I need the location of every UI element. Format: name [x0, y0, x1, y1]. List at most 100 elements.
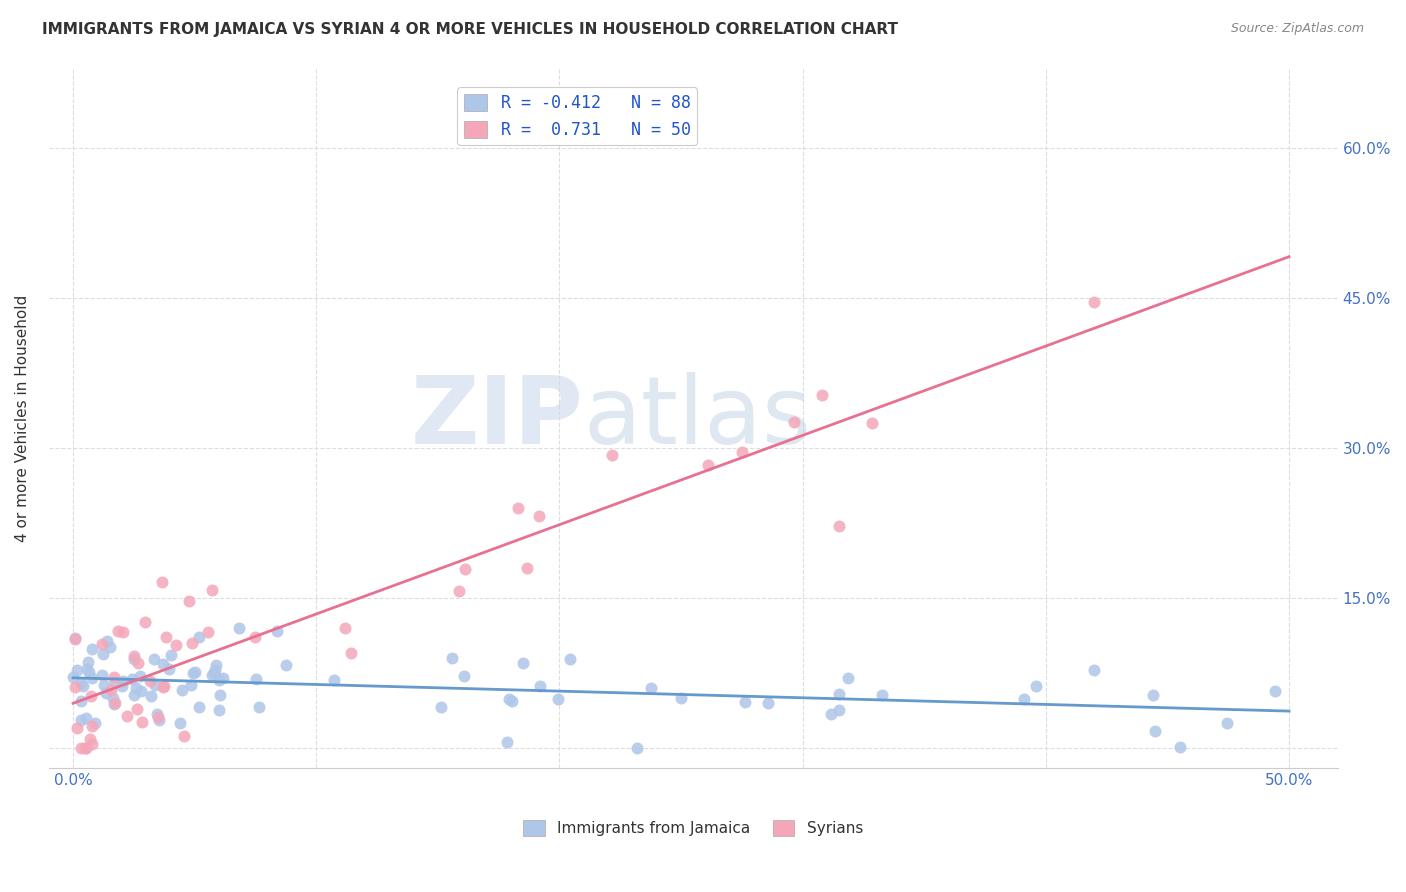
Point	[82, 719, 104, 733]
Point	[62, 670, 84, 684]
Point	[828, 518, 851, 533]
Point	[152, 680, 174, 694]
Point	[600, 448, 623, 462]
Point	[169, 715, 191, 730]
Point	[274, 658, 297, 673]
Point	[141, 689, 163, 703]
Point	[124, 652, 146, 666]
Point	[75, 740, 97, 755]
Point	[1142, 688, 1164, 702]
Point	[101, 690, 124, 705]
Point	[180, 678, 202, 692]
Point	[626, 740, 648, 755]
Point	[512, 656, 534, 670]
Point	[247, 700, 270, 714]
Point	[820, 707, 842, 722]
Point	[104, 697, 127, 711]
Point	[201, 582, 224, 597]
Point	[122, 688, 145, 702]
Point	[103, 698, 125, 712]
Point	[76, 662, 98, 676]
Point	[91, 636, 114, 650]
Point	[80, 671, 103, 685]
Point	[107, 624, 129, 639]
Y-axis label: 4 or more Vehicles in Household: 4 or more Vehicles in Household	[15, 294, 30, 541]
Point	[1083, 663, 1105, 677]
Point	[243, 630, 266, 644]
Point	[70, 713, 93, 727]
Point	[177, 594, 200, 608]
Point	[440, 651, 463, 665]
Point	[1143, 724, 1166, 739]
Point	[155, 630, 177, 644]
Point	[181, 665, 204, 680]
Point	[340, 646, 363, 660]
Point	[453, 668, 475, 682]
Point	[180, 635, 202, 649]
Text: ZIP: ZIP	[411, 372, 583, 464]
Point	[266, 624, 288, 638]
Point	[207, 673, 229, 687]
Point	[73, 740, 96, 755]
Point	[183, 665, 205, 679]
Point	[496, 735, 519, 749]
Point	[208, 688, 231, 702]
Point	[125, 701, 148, 715]
Point	[783, 416, 806, 430]
Point	[810, 388, 832, 402]
Point	[228, 621, 250, 635]
Point	[83, 716, 105, 731]
Point	[165, 638, 187, 652]
Point	[828, 687, 851, 701]
Point	[146, 707, 169, 722]
Point	[1215, 716, 1237, 731]
Point	[1012, 692, 1035, 706]
Point	[70, 694, 93, 708]
Point	[734, 695, 756, 709]
Point	[152, 575, 174, 590]
Point	[730, 445, 752, 459]
Point	[125, 681, 148, 696]
Point	[143, 678, 166, 692]
Point	[146, 709, 169, 723]
Point	[173, 729, 195, 743]
Point	[153, 679, 176, 693]
Point	[77, 655, 100, 669]
Point	[82, 737, 104, 751]
Point	[72, 679, 94, 693]
Point	[501, 693, 523, 707]
Point	[70, 676, 93, 690]
Point	[115, 709, 138, 723]
Point	[529, 679, 551, 693]
Point	[111, 673, 134, 688]
Point	[79, 732, 101, 747]
Point	[80, 690, 103, 704]
Point	[63, 631, 86, 645]
Text: IMMIGRANTS FROM JAMAICA VS SYRIAN 4 OR MORE VEHICLES IN HOUSEHOLD CORRELATION CH: IMMIGRANTS FROM JAMAICA VS SYRIAN 4 OR M…	[42, 22, 898, 37]
Point	[1264, 683, 1286, 698]
Point	[110, 679, 132, 693]
Point	[204, 663, 226, 677]
Point	[66, 663, 89, 677]
Point	[335, 621, 357, 635]
Point	[202, 665, 225, 680]
Point	[527, 509, 550, 524]
Point	[160, 648, 183, 662]
Point	[197, 624, 219, 639]
Point	[430, 699, 453, 714]
Point	[65, 681, 87, 695]
Point	[454, 562, 477, 576]
Point	[91, 648, 114, 662]
Point	[498, 692, 520, 706]
Point	[872, 688, 894, 702]
Point	[640, 681, 662, 695]
Point	[66, 721, 89, 735]
Point	[65, 632, 87, 647]
Point	[447, 584, 470, 599]
Point	[669, 690, 692, 705]
Point	[558, 651, 581, 665]
Point	[91, 668, 114, 682]
Point	[157, 662, 180, 676]
Point	[75, 711, 97, 725]
Point	[187, 630, 209, 644]
